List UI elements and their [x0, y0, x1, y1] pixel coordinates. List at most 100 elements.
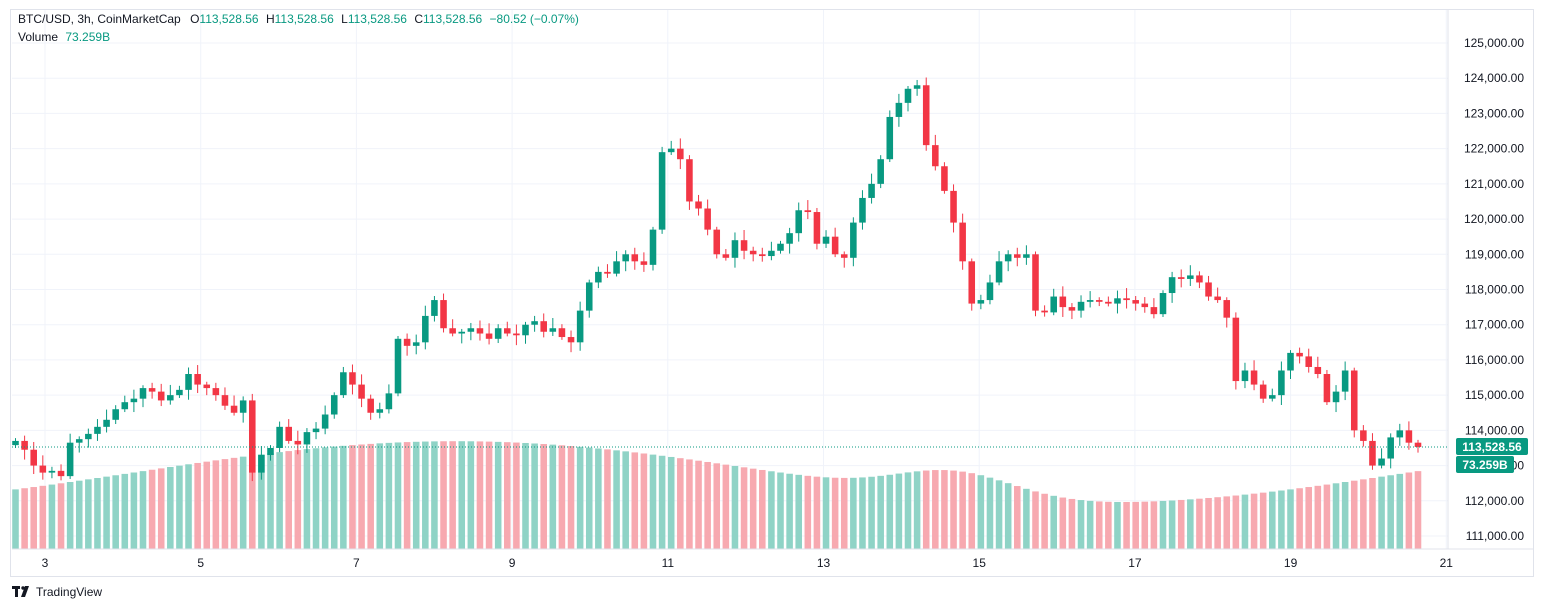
volume-bar [340, 445, 347, 549]
candle-body [394, 338, 402, 394]
volume-bar [950, 470, 957, 549]
candle-body [977, 300, 985, 304]
volume-bars [12, 441, 1422, 549]
volume-bar [367, 443, 374, 549]
volume-bar [604, 449, 611, 549]
volume-bar [558, 445, 566, 549]
candle-body [422, 315, 429, 343]
candle-body [1105, 301, 1112, 304]
volume-bar [1387, 475, 1394, 549]
volume-bar [576, 446, 584, 549]
volume-bar [850, 477, 857, 549]
volume-bar [549, 444, 557, 549]
candle-body [1196, 275, 1203, 283]
volume-label: Volume [18, 30, 59, 44]
candle-body [585, 282, 593, 311]
candle-body [1250, 370, 1258, 385]
volume-bar [130, 472, 138, 549]
volume-bar [677, 458, 684, 549]
time-tick-label: 17 [1128, 556, 1142, 570]
candle-body [941, 166, 948, 191]
volume-bar [267, 453, 274, 549]
volume-bar [522, 442, 529, 549]
candle-body [1141, 303, 1149, 308]
volume-bar [1259, 492, 1267, 549]
volume-bar [859, 477, 866, 549]
candle-body [1323, 374, 1331, 403]
symbol-legend[interactable]: BTC/USD, 3h, CoinMarketCap O113,528.56 H… [18, 12, 579, 26]
candle-body [804, 210, 812, 213]
high-label: H [265, 12, 275, 26]
candle-body [467, 328, 475, 332]
candle-body [1269, 395, 1276, 399]
volume-bar [822, 477, 830, 549]
volume-bar [1159, 500, 1167, 549]
candle-body [950, 190, 957, 223]
volume-bar [449, 441, 456, 549]
price-tick-label: 117,000.00 [1465, 318, 1524, 332]
volume-bar [840, 477, 848, 549]
candle-body [731, 240, 739, 258]
volume-bar [221, 459, 229, 549]
volume-bar [813, 476, 821, 549]
volume-bar [1141, 501, 1149, 549]
time-tick-label: 7 [353, 556, 360, 570]
candle-body [749, 250, 757, 255]
time-axis[interactable]: 3 5 7 9 11 13 15 17 19 21 [12, 548, 1533, 570]
volume-legend[interactable]: Volume 73.259B [18, 30, 110, 44]
volume-bar [740, 467, 748, 549]
candle-body [959, 222, 966, 262]
candle-body [1132, 300, 1139, 304]
volume-bar [39, 485, 47, 549]
volume-bar [494, 441, 502, 549]
candle-body [604, 271, 611, 274]
candle-body [476, 328, 484, 334]
candle-body [403, 338, 411, 346]
candle-body [768, 250, 775, 257]
price-tick-label: 123,000.00 [1464, 106, 1524, 120]
candle-body [1378, 458, 1385, 466]
candle-body [1177, 277, 1185, 279]
volume-bar [412, 441, 420, 549]
price-tick-label: 120,000.00 [1464, 212, 1524, 226]
time-tick-label: 15 [973, 556, 987, 570]
candle-body [759, 254, 766, 257]
price-axis[interactable]: 125,000.00 124,000.00 123,000.00 122,000.00… [1447, 10, 1524, 549]
volume-bar [167, 467, 174, 549]
candle-body [239, 400, 247, 413]
volume-bar [358, 444, 365, 549]
volume-bar [722, 464, 730, 549]
volume-bar [595, 448, 602, 549]
time-tick-label: 13 [817, 556, 831, 570]
candle-body [1187, 275, 1194, 279]
volume-bar [941, 470, 948, 549]
candle-body [549, 328, 557, 332]
candle-body [813, 212, 821, 244]
candle-body [677, 148, 684, 160]
candle-body [494, 328, 502, 339]
volume-bar [986, 477, 994, 549]
volume-bar [203, 461, 211, 549]
candles[interactable] [12, 77, 1422, 482]
volume-bar [1232, 495, 1240, 549]
brand-label: TradingView [36, 585, 103, 599]
candle-body [258, 455, 265, 473]
volume-bar [1032, 491, 1039, 549]
volume-bar [294, 450, 302, 549]
tradingview-brand[interactable]: TradingView [12, 585, 102, 599]
candle-body [212, 388, 220, 396]
volume-bar [1250, 493, 1258, 549]
time-tick-label: 3 [42, 556, 49, 570]
candle-body [1287, 352, 1294, 371]
candle-body [130, 398, 138, 403]
candle-body [57, 470, 65, 477]
volume-bar [831, 477, 839, 549]
candle-body [649, 229, 657, 265]
candle-body [276, 426, 283, 448]
close-value: 113,528.56 [423, 12, 483, 26]
candle-body [850, 222, 857, 258]
volume-bar [968, 473, 976, 549]
volume-bar [21, 488, 28, 549]
volume-bar [285, 451, 292, 549]
